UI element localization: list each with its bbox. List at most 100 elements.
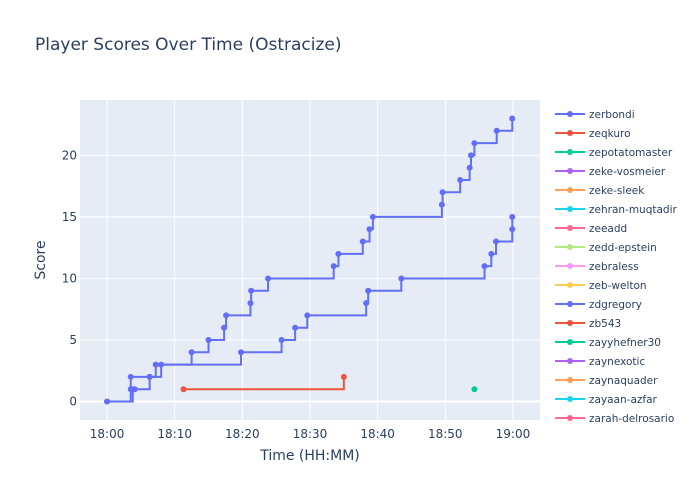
data-point	[439, 189, 446, 196]
data-point	[131, 386, 138, 393]
legend-item[interactable]: zeqkuro	[555, 128, 631, 140]
data-point	[471, 140, 478, 147]
legend-swatch-marker	[567, 111, 573, 117]
legend-item[interactable]: zb543	[555, 318, 621, 330]
x-tick-label: 18:00	[90, 427, 125, 441]
data-point	[205, 337, 212, 343]
legend-item[interactable]: zarah-delrosario	[555, 413, 674, 425]
legend-label: zeqkuro	[589, 128, 631, 140]
chart-title: Player Scores Over Time (Ostracize)	[35, 35, 342, 55]
data-point	[509, 226, 516, 233]
data-point	[438, 201, 445, 208]
data-point	[369, 213, 376, 220]
legend-item[interactable]: zeb-welton	[555, 280, 647, 292]
data-point	[152, 361, 159, 368]
data-point	[398, 275, 405, 282]
data-point	[304, 312, 311, 319]
legend-swatch-marker	[567, 301, 573, 307]
legend-swatch-marker	[567, 377, 573, 383]
data-point	[248, 287, 255, 294]
data-point	[488, 250, 495, 257]
legend-item[interactable]: zedd-epstein	[555, 242, 657, 254]
legend-item[interactable]: zaynaquader	[555, 375, 658, 387]
legend-label: zehran-muqtadir	[589, 204, 678, 216]
series-zdgregory	[104, 213, 516, 405]
legend-swatch-marker	[567, 225, 573, 231]
legend-label: zarah-delrosario	[589, 413, 674, 425]
data-point	[335, 250, 342, 257]
legend-item[interactable]: zeke-sleek	[555, 185, 645, 197]
data-point	[247, 300, 254, 307]
data-point	[340, 373, 347, 380]
data-point	[493, 127, 500, 134]
series-zerbondi	[104, 115, 516, 405]
x-tick-label: 18:30	[293, 427, 328, 441]
data-point	[180, 386, 187, 393]
legend-label: zayaan-azfar	[589, 394, 658, 406]
legend-label: zayyhefner30	[589, 337, 661, 349]
legend-item[interactable]: zeke-vosmeier	[555, 166, 666, 178]
series-zepotatomaster	[471, 386, 478, 393]
data-point	[188, 349, 195, 356]
legend-label: zedd-epstein	[589, 242, 657, 254]
data-point	[509, 213, 516, 220]
legend-label: zebraless	[589, 261, 639, 273]
data-point	[238, 349, 244, 356]
x-ticks: 18:00 18:10 18:20 18:30 18:40 18:50 19:00	[90, 427, 530, 441]
legend-swatch-marker	[567, 320, 573, 326]
data-point	[292, 324, 299, 331]
data-point	[330, 263, 337, 270]
legend-label: zb543	[589, 318, 621, 330]
x-tick-label: 18:40	[360, 427, 395, 441]
y-tick-label: 10	[62, 271, 77, 285]
data-point	[359, 238, 366, 245]
legend-item[interactable]: zeeadd	[555, 223, 627, 235]
x-tick-label: 18:20	[225, 427, 260, 441]
series-layer	[104, 115, 516, 405]
data-point	[265, 275, 272, 282]
legend-swatch-marker	[567, 396, 573, 402]
legend-swatch-marker	[567, 415, 573, 421]
data-point	[365, 287, 372, 294]
x-tick-label: 18:50	[428, 427, 463, 441]
legend-swatch-marker	[567, 358, 573, 364]
legend-swatch-marker	[567, 130, 573, 136]
data-point	[223, 312, 230, 319]
data-point	[158, 361, 165, 368]
data-point	[278, 337, 285, 343]
legend-item[interactable]: zepotatomaster	[555, 147, 673, 159]
legend-label: zerbondi	[589, 109, 635, 121]
legend-label: zeeadd	[589, 223, 627, 235]
data-point	[471, 386, 478, 393]
legend-item[interactable]: zehran-muqtadir	[555, 204, 678, 216]
data-point	[127, 373, 134, 380]
y-tick-label: 5	[69, 333, 77, 347]
legend-label: zaynaquader	[589, 375, 658, 387]
legend-item[interactable]: zebraless	[555, 261, 639, 273]
y-ticks: 0 5 10 15 20	[62, 148, 77, 408]
legend-label: zeb-welton	[589, 280, 647, 292]
legend-swatch-marker	[567, 206, 573, 212]
x-tick-label: 18:10	[157, 427, 192, 441]
data-point	[457, 177, 464, 183]
legend-item[interactable]: zayyhefner30	[555, 337, 661, 349]
x-axis-title: Time (HH:MM)	[259, 448, 360, 464]
legend-item[interactable]: zdgregory	[555, 299, 642, 311]
legend-label: zaynexotic	[589, 356, 645, 368]
series-line	[183, 376, 345, 391]
data-point	[366, 226, 373, 233]
legend-item[interactable]: zayaan-azfar	[555, 394, 658, 406]
data-point	[468, 152, 474, 159]
legend-swatch-marker	[567, 149, 573, 155]
legend-label: zepotatomaster	[589, 147, 673, 159]
data-point	[221, 324, 228, 331]
y-tick-label: 0	[69, 395, 77, 409]
legend-swatch-marker	[567, 244, 573, 250]
legend-item[interactable]: zerbondi	[555, 109, 635, 121]
legend[interactable]: zerbondi zeqkuro zepotatomaster zeke-vosmei…	[555, 109, 678, 425]
data-point	[509, 115, 516, 122]
data-point	[481, 263, 488, 270]
data-point	[146, 373, 153, 380]
legend-item[interactable]: zaynexotic	[555, 356, 645, 368]
